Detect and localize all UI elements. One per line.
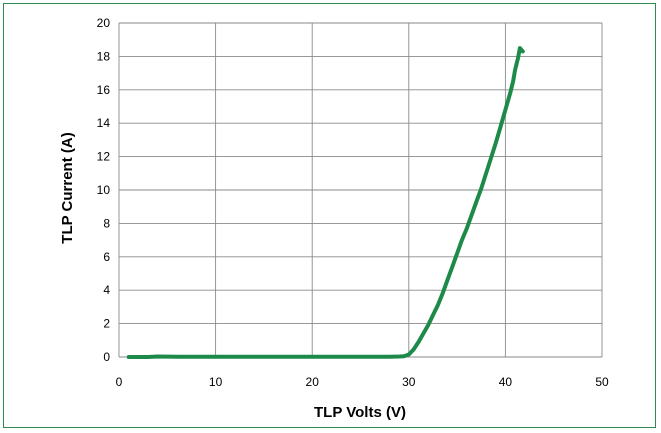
y-tick-label: 10 <box>97 183 111 197</box>
y-axis-title: TLP Current (A) <box>59 132 76 243</box>
x-tick-label: 40 <box>499 375 513 389</box>
x-tick-label: 20 <box>306 375 320 389</box>
y-tick-label: 6 <box>103 250 110 264</box>
series-line <box>126 46 525 359</box>
y-tick-labels: 0 2 4 6 8 10 12 14 16 18 20 <box>97 16 111 364</box>
x-tick-label: 0 <box>116 375 123 389</box>
y-tick-label: 8 <box>103 216 110 230</box>
x-tick-label: 30 <box>402 375 416 389</box>
grid-lines <box>118 22 603 358</box>
y-tick-label: 16 <box>97 83 111 97</box>
x-tick-labels: 0 10 20 30 40 50 <box>116 375 609 389</box>
x-axis-title: TLP Volts (V) <box>314 404 406 421</box>
y-tick-label: 0 <box>103 350 110 364</box>
x-tick-label: 50 <box>595 375 609 389</box>
y-tick-label: 18 <box>97 49 111 63</box>
series-layer <box>126 46 525 359</box>
y-tick-label: 12 <box>97 150 111 164</box>
y-tick-label: 2 <box>103 317 110 331</box>
y-tick-label: 14 <box>97 116 111 130</box>
y-tick-label: 20 <box>97 16 111 30</box>
y-tick-label: 4 <box>103 283 110 297</box>
x-tick-label: 10 <box>209 375 223 389</box>
